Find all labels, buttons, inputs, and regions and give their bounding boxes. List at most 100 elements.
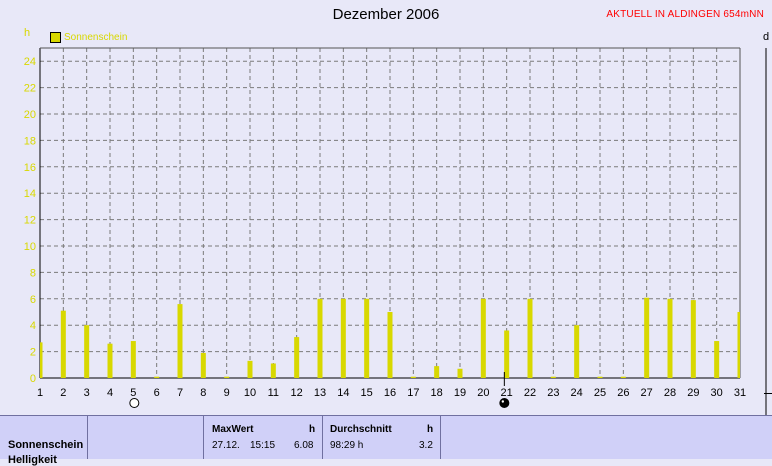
avg-unit: h [427,424,434,435]
bar-day-10 [247,360,253,378]
new-moon-highlight [501,400,505,403]
max-header: MaxWert [212,424,254,435]
chart-bars [40,297,740,378]
y-tick-label: 16 [24,162,36,174]
bar-day-12 [294,337,300,378]
y-tick-label: 14 [24,188,36,200]
bar-day-26 [620,376,626,378]
x-tick-label: 24 [571,387,583,399]
bar-day-23 [550,376,556,378]
y-tick-label: 4 [30,320,36,332]
bar-day-22 [527,298,533,378]
full-moon-icon [129,398,140,408]
x-tick-label: 12 [291,387,303,399]
bar-day-13 [317,298,323,378]
x-tick-label: 21 [501,387,513,399]
x-tick-label: 5 [130,387,136,399]
x-tick-label: 26 [617,387,629,399]
max-value: 6.08 [294,440,314,451]
y-tick-label: 24 [24,56,36,68]
bar-day-27 [644,297,650,378]
bar-day-18 [434,366,440,378]
summary-empty-cell [88,416,204,459]
y-tick-label: 22 [24,83,36,95]
x-tick-label: 14 [337,387,349,399]
summary-label-cell: Sonnenschein Helligkeit [0,416,88,466]
bar-day-16 [387,312,393,378]
y-tick-label: 20 [24,109,36,121]
chart-axes [39,47,767,415]
avg-header: Durchschnitt [330,424,392,435]
x-tick-label: 20 [477,387,489,399]
x-tick-label: 11 [268,387,279,399]
bar-day-7 [177,304,183,378]
max-date: 27.12. [212,440,240,451]
bar-day-28 [667,298,673,378]
x-tick-label: 9 [224,387,230,399]
bar-day-6 [154,376,160,378]
x-tick-label: 15 [361,387,373,399]
y-tick-label: 18 [24,135,36,147]
x-tick-label: 25 [594,387,606,399]
x-tick-label: 3 [84,387,90,399]
scroll-handle[interactable] [764,393,772,394]
x-tick-label: 19 [454,387,466,399]
x-tick-label: 22 [524,387,536,399]
station-status: AKTUELL IN ALDINGEN 654mNN [606,9,764,20]
bar-day-3 [84,325,90,378]
avg-total: 98:29 h [330,440,364,451]
bar-day-11 [270,363,276,378]
x-tick-label: 7 [177,387,183,399]
bar-day-29 [690,300,696,378]
y-tick-label: 8 [30,267,36,279]
bar-day-19 [457,368,463,378]
x-tick-label: 30 [711,387,723,399]
bar-day-30 [714,341,720,378]
x-tick-label: 2 [60,387,66,399]
new-moon-icon [499,398,510,408]
bar-day-15 [364,298,370,378]
y-tick-label: 2 [30,347,36,359]
summary-row-label: Sonnenschein [8,439,84,451]
bar-day-24 [574,325,580,378]
bar-day-8 [200,352,206,378]
summary-row-label-2: Helligkeit [8,454,57,466]
bar-day-9 [224,376,230,378]
bar-day-31 [737,312,740,378]
x-tick-label: 10 [244,387,256,399]
summary-max-cell: MaxWert h 27.12. 15:15 6.08 [204,416,323,459]
x-tick-label: 17 [407,387,419,399]
right-axis-unit: d [763,31,770,43]
moon-phase-markers [129,372,510,408]
max-unit: h [309,424,316,435]
x-tick-label: 1 [37,387,43,399]
bar-day-1 [40,342,43,378]
chart-title: Dezember 2006 [332,6,440,23]
bar-day-4 [107,343,113,378]
x-tick-label: 6 [154,387,160,399]
summary-table: Sonnenschein Helligkeit MaxWert h 27.12.… [0,415,772,466]
bar-day-21 [504,330,510,378]
x-tick-label: 28 [664,387,676,399]
y-tick-label: 12 [24,215,36,227]
bar-day-25 [597,376,603,378]
x-tick-label: 18 [431,387,443,399]
legend: Sonnenschein [50,32,127,43]
avg-value: 3.2 [419,440,433,451]
x-tick-label: 8 [200,387,206,399]
x-tick-label: 13 [314,387,326,399]
y-tick-label: 6 [30,294,36,306]
legend-label: Sonnenschein [64,32,128,43]
x-tick-label: 29 [687,387,699,399]
max-time: 15:15 [250,440,276,451]
bar-day-2 [60,310,66,378]
x-tick-label: 31 [734,387,746,399]
bar-day-17 [410,376,416,378]
x-tick-label: 23 [547,387,559,399]
x-tick-label: 27 [641,387,653,399]
legend-swatch [50,32,61,43]
y-axis-unit: h [24,27,31,39]
bar-day-14 [340,298,346,378]
